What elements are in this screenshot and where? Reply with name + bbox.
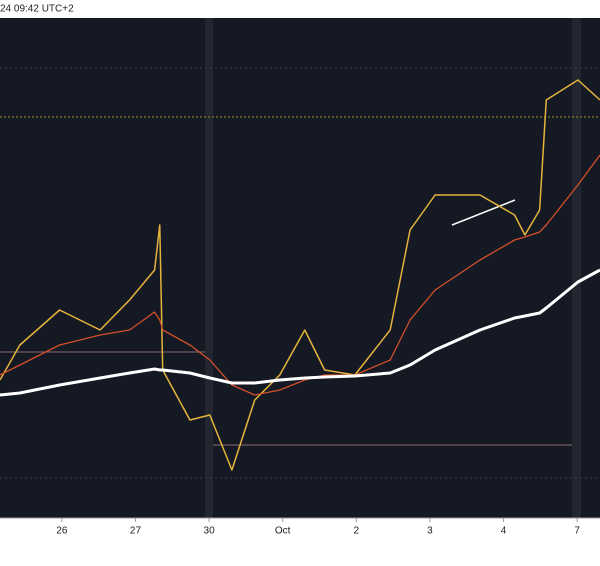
x-tick-label: 4	[501, 526, 507, 537]
session-band	[572, 18, 581, 518]
trend-line	[451, 199, 516, 226]
series-line	[0, 268, 600, 397]
x-tick-label: 27	[130, 526, 142, 537]
series-line	[0, 154, 600, 396]
x-tick-label: 7	[574, 526, 580, 537]
session-band	[205, 18, 213, 518]
x-tick-label: 30	[204, 526, 216, 537]
x-tick-label: Oct	[275, 526, 291, 537]
timestamp: 24 09:42 UTC+2	[0, 4, 74, 15]
plot-background	[0, 18, 600, 518]
x-tick-label: 26	[56, 526, 68, 537]
series-line	[0, 79, 600, 471]
x-tick-label: 2	[354, 526, 360, 537]
x-tick-label: 3	[427, 526, 433, 537]
